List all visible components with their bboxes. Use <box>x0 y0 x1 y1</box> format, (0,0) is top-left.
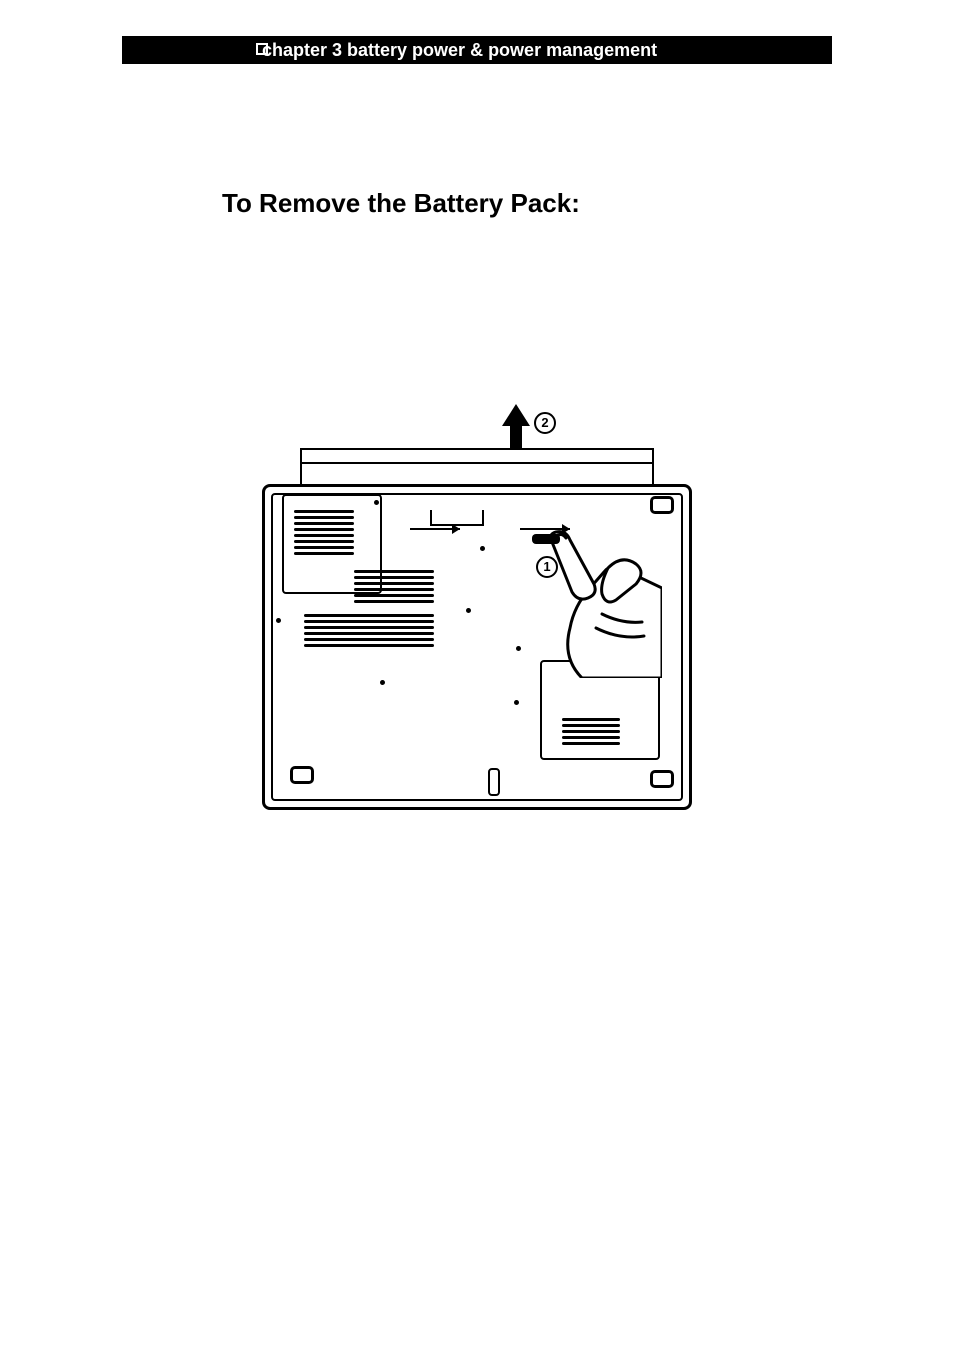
callout-circle-2: 2 <box>534 412 556 434</box>
screw-dot-icon <box>380 680 385 685</box>
screw-dot-icon <box>276 618 281 623</box>
section-heading: To Remove the Battery Pack: <box>222 188 580 219</box>
vent-icon <box>562 718 620 748</box>
vent-icon <box>294 510 354 558</box>
screw-dot-icon <box>480 546 485 551</box>
hand-icon <box>512 528 662 678</box>
rubber-foot-icon <box>650 496 674 514</box>
screw-dot-icon <box>514 700 519 705</box>
screw-dot-icon <box>374 500 379 505</box>
rubber-foot-icon <box>290 766 314 784</box>
up-arrow-icon <box>502 404 530 454</box>
bottom-slot-icon <box>488 768 500 796</box>
header-bullet-square-icon <box>256 43 268 55</box>
screw-dot-icon <box>466 608 471 613</box>
latch-arrow-left-icon <box>410 524 460 534</box>
page: chapter 3 battery power & power manageme… <box>0 0 954 1355</box>
chapter-header-text: chapter 3 battery power & power manageme… <box>262 40 657 61</box>
rubber-foot-icon <box>650 770 674 788</box>
vent-icon <box>304 614 434 650</box>
vent-icon <box>354 570 434 606</box>
chapter-header-bar: chapter 3 battery power & power manageme… <box>122 36 832 64</box>
battery-removal-diagram: 2 <box>262 410 692 810</box>
